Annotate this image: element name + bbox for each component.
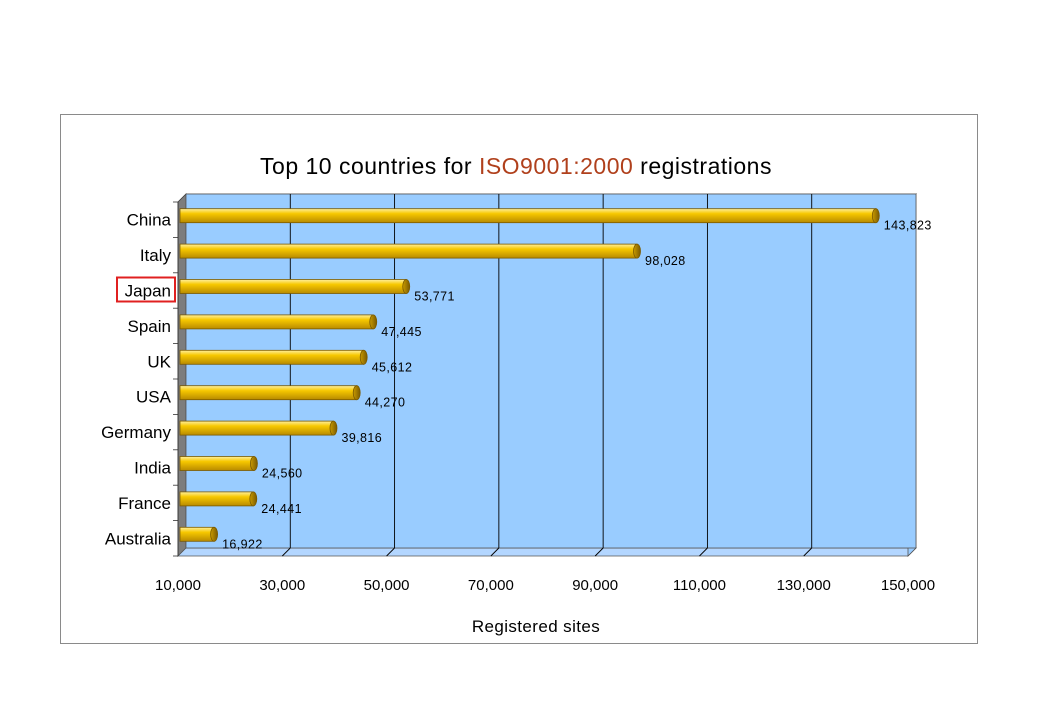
category-label: France <box>118 494 171 513</box>
value-label: 45,612 <box>372 360 413 374</box>
value-label: 39,816 <box>341 431 382 445</box>
gridline-floor <box>386 547 395 557</box>
x-tick-label: 90,000 <box>572 577 618 594</box>
bar-germany <box>179 420 338 436</box>
bar-usa <box>179 385 361 401</box>
x-tick-label: 50,000 <box>364 577 410 594</box>
bar-japan <box>179 279 411 294</box>
bar-australia <box>179 526 218 542</box>
bar-cap <box>352 385 361 401</box>
chart-title: Top 10 countries for ISO9001:2000 regist… <box>260 153 772 179</box>
gridline-floor <box>699 547 708 557</box>
x-tick-label: 10,000 <box>155 577 201 594</box>
chart-title-prefix: Top 10 countries for <box>260 153 479 179</box>
bar-cap <box>369 314 378 330</box>
bar-body <box>179 526 215 542</box>
bar-body <box>179 279 407 294</box>
bar-cap <box>329 420 338 436</box>
bar-cap <box>249 491 258 507</box>
bar-cap <box>250 456 258 471</box>
bar-france <box>179 491 258 507</box>
bar-cap <box>871 208 880 224</box>
bar-cap <box>359 349 368 365</box>
category-label: Japan <box>125 282 171 301</box>
gridline-floor <box>803 547 813 557</box>
category-label: UK <box>147 352 171 371</box>
value-label: 98,028 <box>645 254 686 268</box>
bars: 143,823 98,028 53,771 47,445 45,612 44,270 39,… <box>179 208 932 551</box>
x-tick-labels: 10,000 30,000 50,000 70,000 90,000 110,000 130… <box>155 577 935 594</box>
x-tick-label: 30,000 <box>259 577 305 594</box>
category-label: India <box>134 459 171 478</box>
highlight-box <box>116 276 176 303</box>
bar-china <box>179 208 880 224</box>
bar-cap <box>402 279 411 294</box>
category-label: USA <box>136 388 172 407</box>
x-tick-label: 130,000 <box>777 577 831 594</box>
bar-spain <box>179 314 378 330</box>
bar-body <box>179 420 334 436</box>
value-label: 24,441 <box>261 502 302 516</box>
chart-title-suffix: registrations <box>633 153 772 179</box>
category-label: Italy <box>140 246 172 265</box>
bar-cap <box>633 243 641 259</box>
value-label: 47,445 <box>381 325 422 339</box>
bar-body <box>179 491 254 507</box>
bar-uk <box>179 349 368 365</box>
category-label: Spain <box>128 317 171 336</box>
bar-india <box>179 456 258 471</box>
gridline-floor <box>594 547 604 557</box>
chart-title-highlight: ISO9001:2000 <box>479 153 633 179</box>
bar-body <box>179 456 255 471</box>
gridline-floor <box>281 547 291 557</box>
bar-italy <box>179 243 641 259</box>
x-tick-label: 110,000 <box>673 577 726 594</box>
value-label: 44,270 <box>365 396 406 410</box>
bar-cap <box>210 526 218 542</box>
value-label: 16,922 <box>222 537 263 551</box>
value-label: 53,771 <box>414 290 455 304</box>
bar-body <box>179 314 374 330</box>
bar-body <box>179 243 638 259</box>
x-tick-label: 70,000 <box>468 577 514 594</box>
bar-body <box>179 208 877 224</box>
bar-body <box>179 349 365 365</box>
category-label: Australia <box>105 529 172 548</box>
value-label: 24,560 <box>262 467 303 481</box>
bar-body <box>179 385 358 401</box>
x-axis-title: Registered sites <box>472 617 600 636</box>
x-tick-label: 150,000 <box>881 577 935 594</box>
category-label: China <box>127 211 172 230</box>
value-label: 143,823 <box>884 219 932 233</box>
category-label: Germany <box>101 423 171 442</box>
gridline-floor <box>490 547 500 557</box>
category-labels: China Italy Japan Spain UK USA Germany India Fra… <box>101 211 176 548</box>
